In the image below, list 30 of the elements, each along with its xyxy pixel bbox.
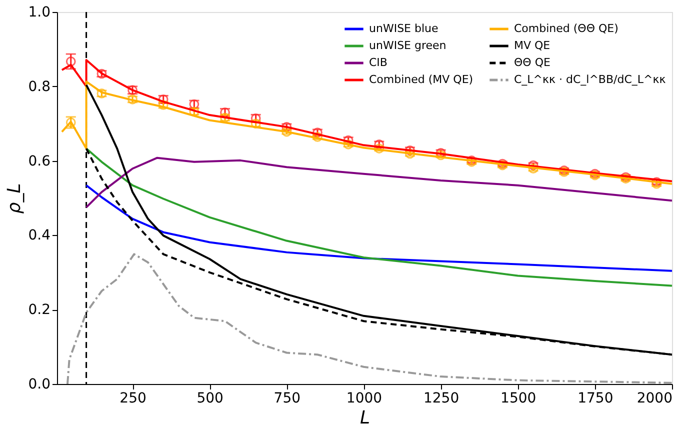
line-series <box>60 58 672 182</box>
legend-label: unWISE blue <box>369 22 439 35</box>
y-tick-label: 0.8 <box>28 78 50 95</box>
y-tick-label: 0.6 <box>28 153 51 170</box>
line-series <box>66 253 672 384</box>
x-tick-label: 1250 <box>423 390 460 406</box>
legend-label: Combined (ΘΘ QE) <box>514 22 618 35</box>
x-tick-label: 250 <box>120 390 146 406</box>
y-tick-label: 0.0 <box>28 376 50 392</box>
x-tick-label: 1000 <box>346 390 382 406</box>
x-tick-label: 1500 <box>500 390 536 406</box>
y-tick-label: 1.0 <box>28 4 50 20</box>
x-tick-label: 1750 <box>578 390 614 406</box>
y-tick-label: 0.4 <box>28 228 51 244</box>
x-tick-label: 750 <box>274 390 301 406</box>
line-series <box>85 184 672 272</box>
legend-label: ΘΘ QE <box>514 56 550 69</box>
legend-label: CIB <box>369 56 388 69</box>
line-series <box>85 156 672 208</box>
legend-label: unWISE green <box>369 39 446 52</box>
x-axis-title: L <box>360 408 370 428</box>
y-axis-title: ρ_L <box>4 183 26 214</box>
x-tick-label: 500 <box>196 390 224 406</box>
line-series <box>85 148 672 287</box>
point <box>66 56 76 66</box>
legend-label: C_L^κκ · dC_l^BB/dC_L^κκ <box>514 73 666 86</box>
legend-label: Combined (MV QE) <box>369 73 474 86</box>
legend-label: MV QE <box>514 39 550 52</box>
x-tick-label: 2000 <box>636 390 672 406</box>
y-tick-label: 0.2 <box>28 302 50 318</box>
